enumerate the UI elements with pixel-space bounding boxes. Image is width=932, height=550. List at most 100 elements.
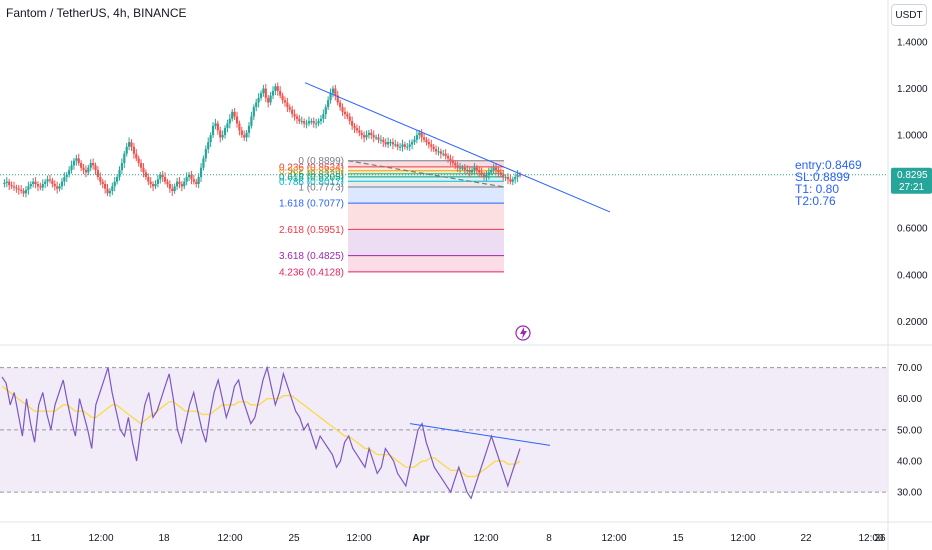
candle-body xyxy=(89,163,92,168)
candle-body xyxy=(511,179,514,182)
candle-body xyxy=(39,186,42,188)
candle-body xyxy=(92,163,95,166)
time-tick-label: 12:00 xyxy=(730,533,755,544)
candle-body xyxy=(84,170,88,173)
fib-zone xyxy=(348,173,504,177)
candle-body xyxy=(382,139,385,143)
rsi-tick-label: 60.00 xyxy=(897,394,922,405)
candle-body xyxy=(252,107,255,117)
fib-zone xyxy=(348,186,504,204)
fib-zone xyxy=(348,181,504,187)
candle-body xyxy=(204,149,207,159)
candle-body xyxy=(111,186,114,191)
fibonacci-extension: 0 (0.8899)0.236 (0.8634)0.382 (0.8470)0.… xyxy=(279,156,505,278)
trade-note-line: T1: 0.80 xyxy=(795,182,839,196)
candle-body xyxy=(125,146,128,154)
time-tick-label: 22 xyxy=(800,533,812,544)
candle-body xyxy=(432,146,435,150)
candle-body xyxy=(65,174,68,178)
candle-body xyxy=(401,144,404,147)
candle-body xyxy=(156,179,159,184)
currency-selector[interactable]: USDT xyxy=(891,4,927,26)
candle-body xyxy=(478,170,481,173)
time-tick-label: 11 xyxy=(31,533,42,544)
candle-body xyxy=(15,187,18,189)
candle-body xyxy=(51,180,54,184)
candle-body xyxy=(72,160,76,166)
candle-body xyxy=(425,139,428,143)
candle-body xyxy=(77,158,80,164)
candle-body xyxy=(303,121,306,124)
candle-body xyxy=(259,93,263,98)
candle-body xyxy=(245,132,248,138)
time-tick-label: 8 xyxy=(546,533,552,544)
candle-body xyxy=(221,135,224,138)
candle-body xyxy=(279,90,282,96)
candle-body xyxy=(509,179,512,182)
candle-body xyxy=(12,186,16,188)
candle-body xyxy=(418,132,421,136)
candle-body xyxy=(456,165,459,168)
candle-body xyxy=(271,90,275,96)
candle-body xyxy=(233,111,236,117)
candle-body xyxy=(108,190,112,194)
candle-body xyxy=(502,174,505,178)
candle-body xyxy=(444,153,447,157)
trade-note-line: entry:0.8469 xyxy=(795,158,862,172)
candle-body xyxy=(24,189,28,194)
time-tick-label: 12:00 xyxy=(858,533,883,544)
candle-body xyxy=(247,125,251,133)
candle-body xyxy=(137,158,140,164)
candle-body xyxy=(286,102,289,108)
candle-body xyxy=(365,135,368,138)
fib-zone xyxy=(348,160,504,167)
candle-body xyxy=(490,170,493,173)
fib-level-label: 0.618 (0.8205) xyxy=(279,172,344,183)
candle-body xyxy=(384,142,387,145)
price-tick-label: 1.4000 xyxy=(897,37,928,48)
candle-body xyxy=(139,163,143,168)
candle-body xyxy=(494,167,498,171)
candle-body xyxy=(307,121,311,124)
candle-body xyxy=(288,107,291,110)
candle-body xyxy=(192,179,195,182)
candle-body xyxy=(298,118,301,122)
candle-body xyxy=(171,188,174,191)
rsi-ma-line xyxy=(1,385,521,478)
candle-body xyxy=(415,135,418,140)
candle-body xyxy=(322,114,325,119)
candle-body xyxy=(262,88,265,94)
candle-body xyxy=(420,132,423,138)
candle-body xyxy=(466,170,469,172)
candle-body xyxy=(300,121,303,123)
candle-body xyxy=(56,186,59,189)
candle-body xyxy=(454,163,457,166)
price-trendline-group xyxy=(0,82,888,213)
candle-body xyxy=(442,153,445,155)
candle-body xyxy=(430,144,433,147)
candle-body xyxy=(473,167,476,171)
candle-body xyxy=(228,118,231,124)
trade-note-line: T2:0.76 xyxy=(795,194,836,208)
candle-body xyxy=(80,163,83,168)
candle-body xyxy=(144,172,147,178)
candle-body xyxy=(497,170,500,173)
candle-body xyxy=(372,135,375,138)
candle-body xyxy=(291,109,294,115)
candle-body xyxy=(185,177,188,182)
fib-level-label: 0.5 (0.8338) xyxy=(290,169,344,180)
candle-body xyxy=(461,167,464,169)
candle-body xyxy=(5,181,8,183)
candle-body xyxy=(154,184,157,187)
candle-body xyxy=(20,189,23,191)
candle-body xyxy=(113,181,116,187)
candle-body xyxy=(87,167,90,173)
candle-body xyxy=(446,156,450,159)
candle-body xyxy=(506,177,510,180)
fib-level-label: 1.618 (0.7077) xyxy=(279,199,344,210)
candle-body xyxy=(408,144,411,147)
candle-body xyxy=(211,125,215,136)
candle-body xyxy=(235,116,239,124)
candle-body xyxy=(48,179,52,181)
